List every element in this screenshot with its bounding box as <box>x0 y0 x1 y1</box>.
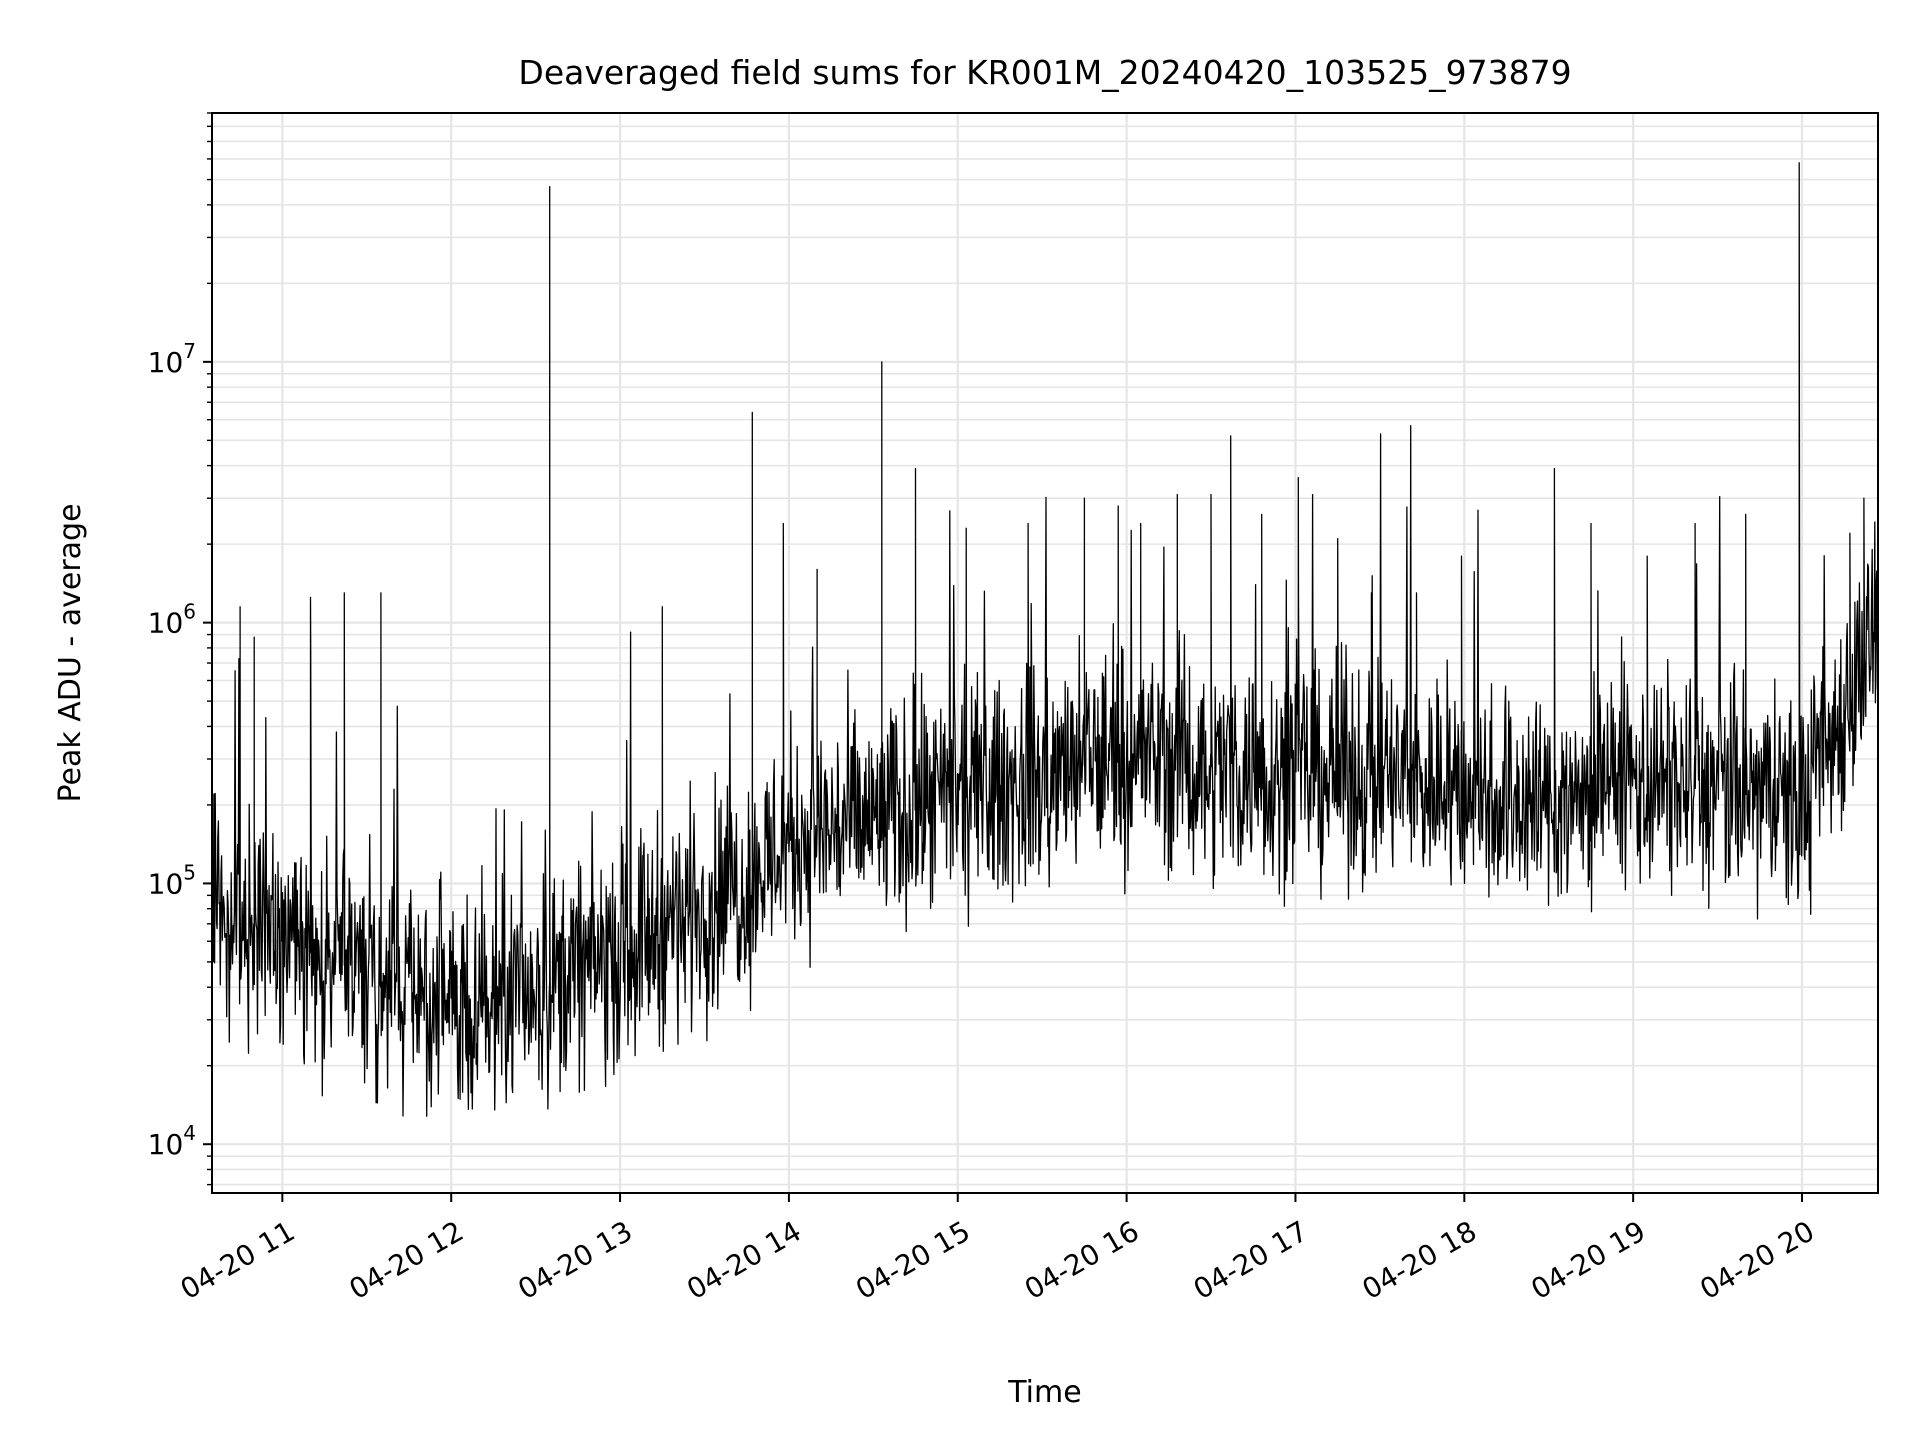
x-tick-label: 04-20 12 <box>344 1214 470 1306</box>
x-tick-label: 04-20 13 <box>512 1214 638 1306</box>
y-axis-label: Peak ADU - average <box>53 503 88 802</box>
x-tick-label: 04-20 11 <box>175 1214 301 1306</box>
plot-frame <box>211 112 1879 1194</box>
x-tick-label: 04-20 18 <box>1357 1214 1483 1306</box>
series-line <box>211 162 1879 1117</box>
y-axis: 104 105 106 107 <box>148 112 212 1186</box>
chart-title: Deaveraged field sums for KR001M_2024042… <box>518 53 1571 92</box>
x-tick-label: 04-20 16 <box>1019 1214 1145 1306</box>
x-tick-label: 04-20 14 <box>681 1214 807 1306</box>
x-axis-label: Time <box>1007 1375 1081 1410</box>
y-tick-label: 105 <box>148 860 196 900</box>
series <box>211 162 1879 1117</box>
x-tick-label: 04-20 20 <box>1694 1214 1820 1306</box>
y-tick-label: 106 <box>148 600 196 640</box>
x-tick-label: 04-20 15 <box>850 1214 976 1306</box>
x-tick-label: 04-20 17 <box>1188 1214 1314 1306</box>
y-tick-label: 104 <box>148 1121 196 1161</box>
x-axis: 04-20 11 04-20 12 04-20 13 04-20 14 04-20 15… <box>175 1193 1820 1306</box>
x-tick-label: 04-20 19 <box>1526 1214 1652 1306</box>
y-tick-label: 107 <box>148 339 196 379</box>
